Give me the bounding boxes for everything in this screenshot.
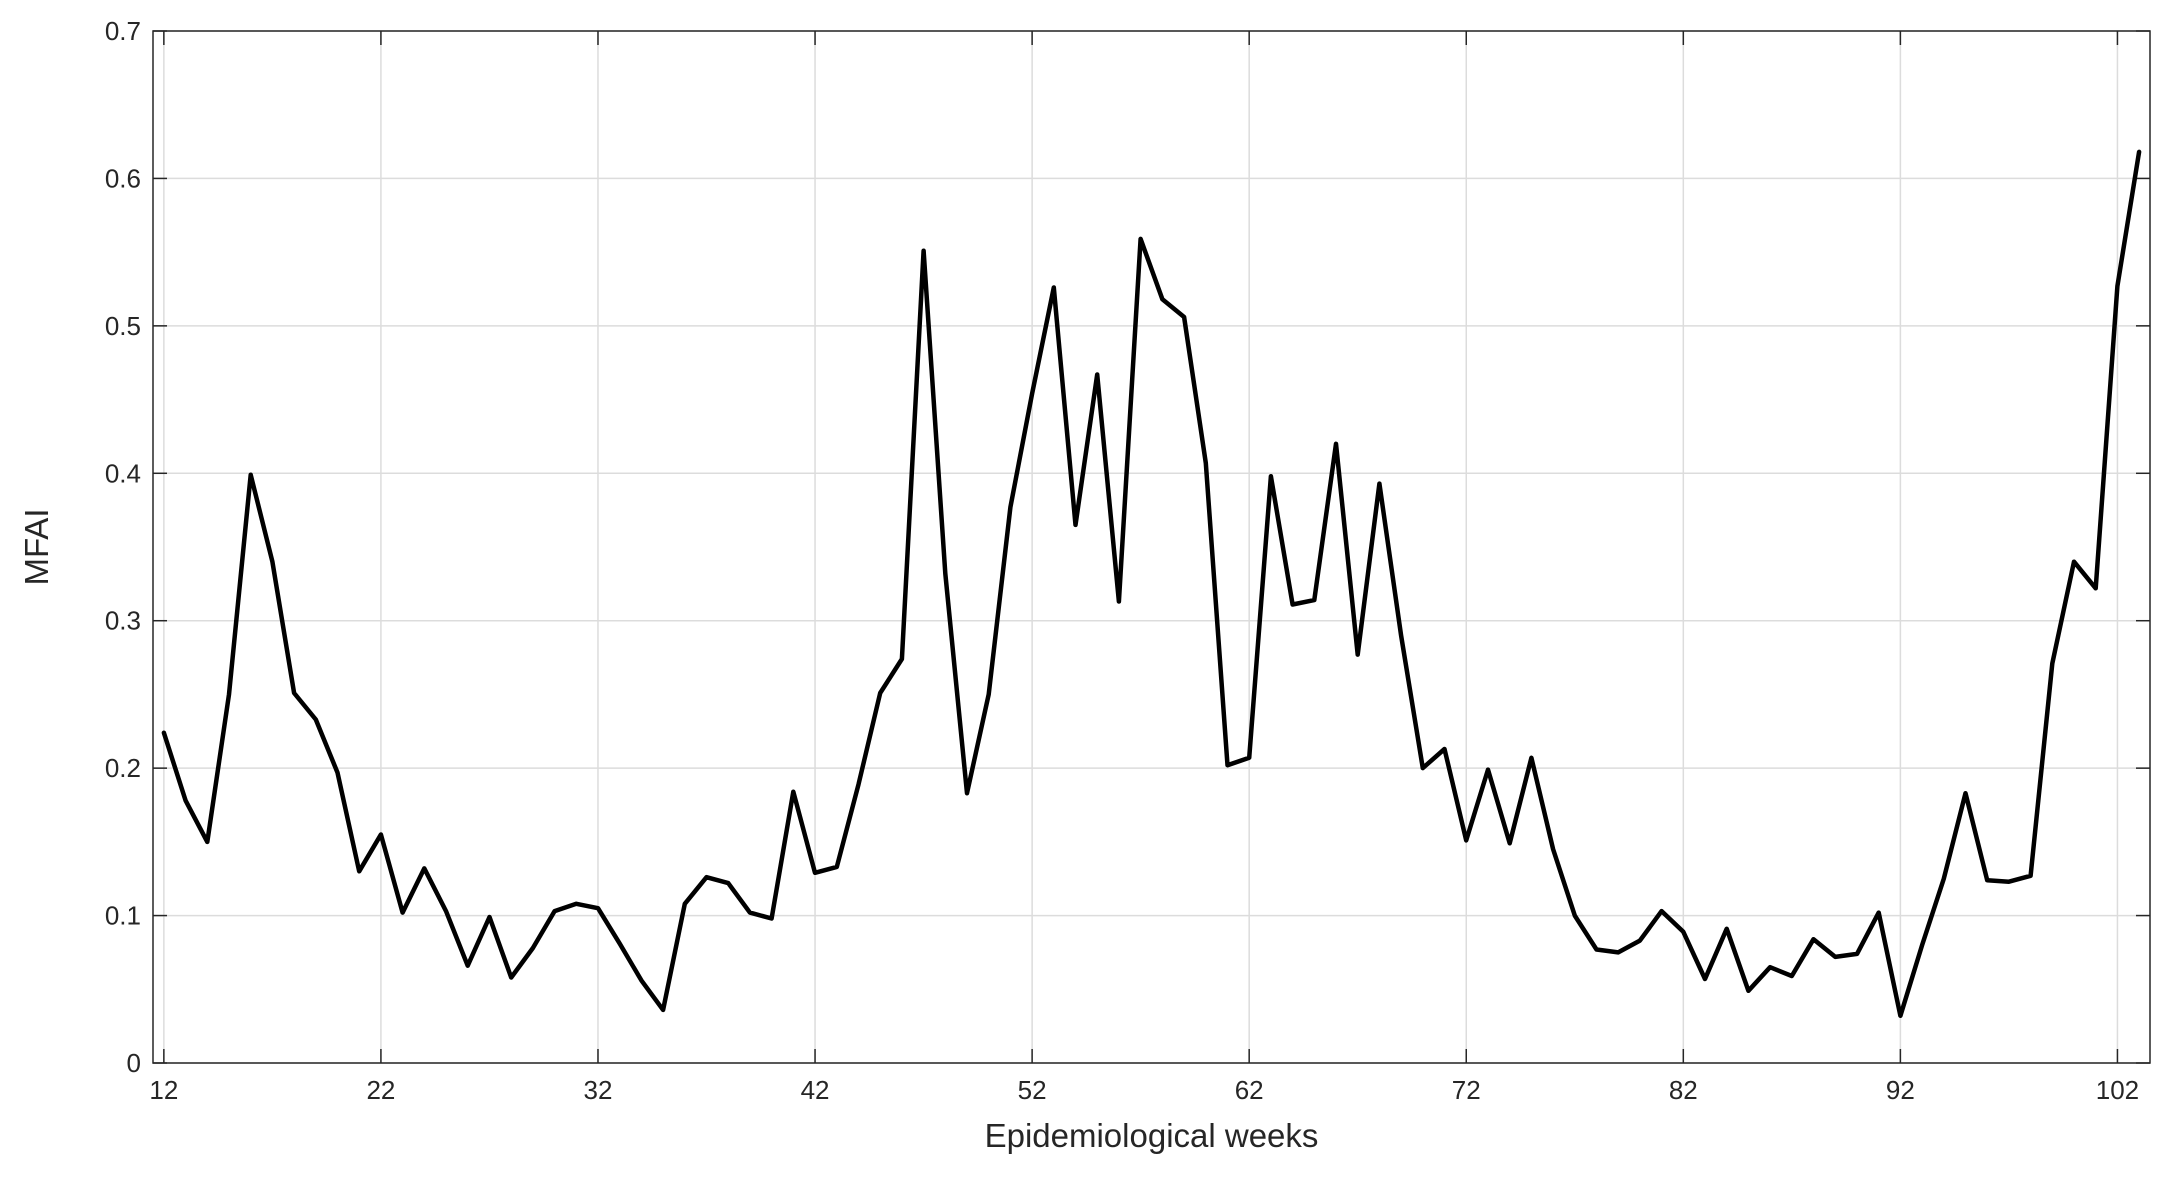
y-tick-label: 0.7 [105, 16, 141, 46]
x-tick-label: 32 [584, 1075, 613, 1105]
x-tick-label: 62 [1235, 1075, 1264, 1105]
x-tick-label: 22 [366, 1075, 395, 1105]
y-tick-label: 0.5 [105, 311, 141, 341]
x-tick-label: 72 [1452, 1075, 1481, 1105]
x-tick-label: 12 [149, 1075, 178, 1105]
y-tick-label: 0.6 [105, 163, 141, 193]
y-tick-label: 0.2 [105, 753, 141, 783]
series-line [161, 149, 2142, 1019]
plot-frame [152, 30, 2151, 1064]
y-tick-label: 0 [127, 1048, 141, 1078]
x-tick-labels: 12 22 32 42 52 62 72 82 92 102 [149, 1075, 2139, 1105]
x-tick-label: 82 [1669, 1075, 1698, 1105]
x-tick-label: 102 [2096, 1075, 2139, 1105]
ticks [153, 30, 2150, 1064]
y-tick-labels: 0 0.1 0.2 0.3 0.4 0.5 0.6 0.7 [105, 16, 141, 1078]
x-axis-label: Epidemiological weeks [985, 1117, 1319, 1154]
grid [153, 30, 2150, 1064]
y-tick-label: 0.4 [105, 458, 141, 488]
y-tick-label: 0.3 [105, 606, 141, 636]
y-axis-label: MFAI [18, 508, 55, 585]
data-points [163, 151, 2140, 1016]
x-tick-label: 42 [801, 1075, 830, 1105]
x-tick-label: 92 [1886, 1075, 1915, 1105]
y-tick-label: 0.1 [105, 901, 141, 931]
x-tick-label: 52 [1018, 1075, 1047, 1105]
